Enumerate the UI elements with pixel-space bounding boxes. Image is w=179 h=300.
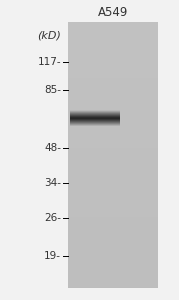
Text: A549: A549 <box>98 5 128 19</box>
Text: 19-: 19- <box>44 251 61 261</box>
Text: 34-: 34- <box>44 178 61 188</box>
Text: 26-: 26- <box>44 213 61 223</box>
Text: 85-: 85- <box>44 85 61 95</box>
Text: 117-: 117- <box>37 57 61 67</box>
Text: 48-: 48- <box>44 143 61 153</box>
Text: (kD): (kD) <box>37 31 61 41</box>
